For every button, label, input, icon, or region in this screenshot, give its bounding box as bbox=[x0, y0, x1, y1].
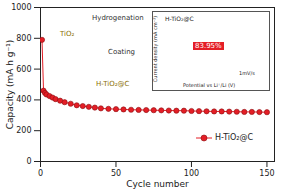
html-text:Potential vs Li⁺/Li (V): Potential vs Li⁺/Li (V) bbox=[183, 82, 236, 88]
html-text:TiO₂: TiO₂ bbox=[60, 30, 75, 38]
html-text:H-TiO₂@C: H-TiO₂@C bbox=[215, 133, 254, 142]
svg-text:Capacity (mA h g⁻¹): Capacity (mA h g⁻¹) bbox=[5, 40, 15, 130]
svg-text:50: 50 bbox=[111, 169, 121, 178]
html-text:Current density (mA cm⁻²): Current density (mA cm⁻²) bbox=[152, 15, 159, 83]
html-text:H-TiO₂@C: H-TiO₂@C bbox=[96, 80, 130, 88]
html-text:Coating: Coating bbox=[108, 48, 135, 56]
svg-text:200: 200 bbox=[16, 126, 31, 135]
html-text:H-TiO₂@C: H-TiO₂@C bbox=[165, 15, 194, 22]
svg-text:800: 800 bbox=[16, 34, 31, 43]
svg-text:150: 150 bbox=[259, 169, 274, 178]
svg-text:100: 100 bbox=[184, 169, 199, 178]
html-text:1mV/s: 1mV/s bbox=[239, 70, 255, 76]
svg-text:Cycle number: Cycle number bbox=[126, 179, 189, 189]
svg-text:0: 0 bbox=[26, 157, 31, 166]
svg-text:0: 0 bbox=[38, 169, 43, 178]
html-text:Hydrogenation: Hydrogenation bbox=[92, 14, 144, 22]
svg-text:1000: 1000 bbox=[11, 3, 31, 12]
html-text:83.95%: 83.95% bbox=[195, 42, 222, 50]
svg-text:400: 400 bbox=[16, 95, 31, 104]
svg-text:600: 600 bbox=[16, 65, 31, 74]
